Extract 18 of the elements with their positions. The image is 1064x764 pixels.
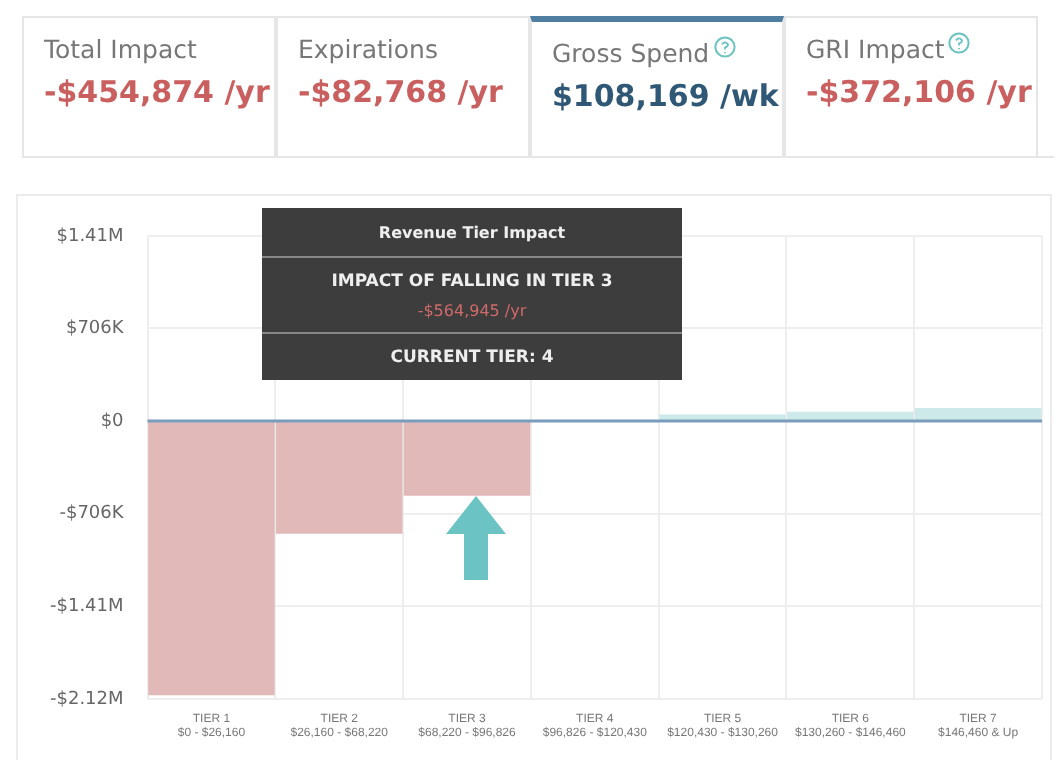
- y-tick-label: $706K: [65, 319, 126, 340]
- text: -$372,106 /yr: [806, 74, 1032, 110]
- y-tick-label: $0: [100, 411, 125, 432]
- annotation: CURRENT TIER: 4: [388, 346, 556, 372]
- y-tick-label: -$1.41M: [49, 596, 124, 617]
- annotation: -$564,945 /yr: [415, 302, 529, 320]
- text: -$454,874 /yr: [44, 74, 270, 110]
- text: -$82,768 /yr: [298, 74, 505, 110]
- y-tick-label: -$2.12M: [49, 689, 124, 710]
- annotation: IMPACT OF FALLING IN TIER 3: [329, 272, 615, 292]
- annotation: Revenue Tier Impact: [376, 222, 568, 246]
- y-tick-label: -$706K: [59, 504, 126, 525]
- text: Total Impact: [44, 34, 197, 64]
- text: GRI Impact: [806, 34, 945, 64]
- text: Gross Spend: [552, 38, 710, 68]
- text: Expirations: [298, 34, 438, 64]
- text: $108,169 /wk: [552, 78, 779, 114]
- y-tick-label: $1.41M: [56, 226, 124, 247]
